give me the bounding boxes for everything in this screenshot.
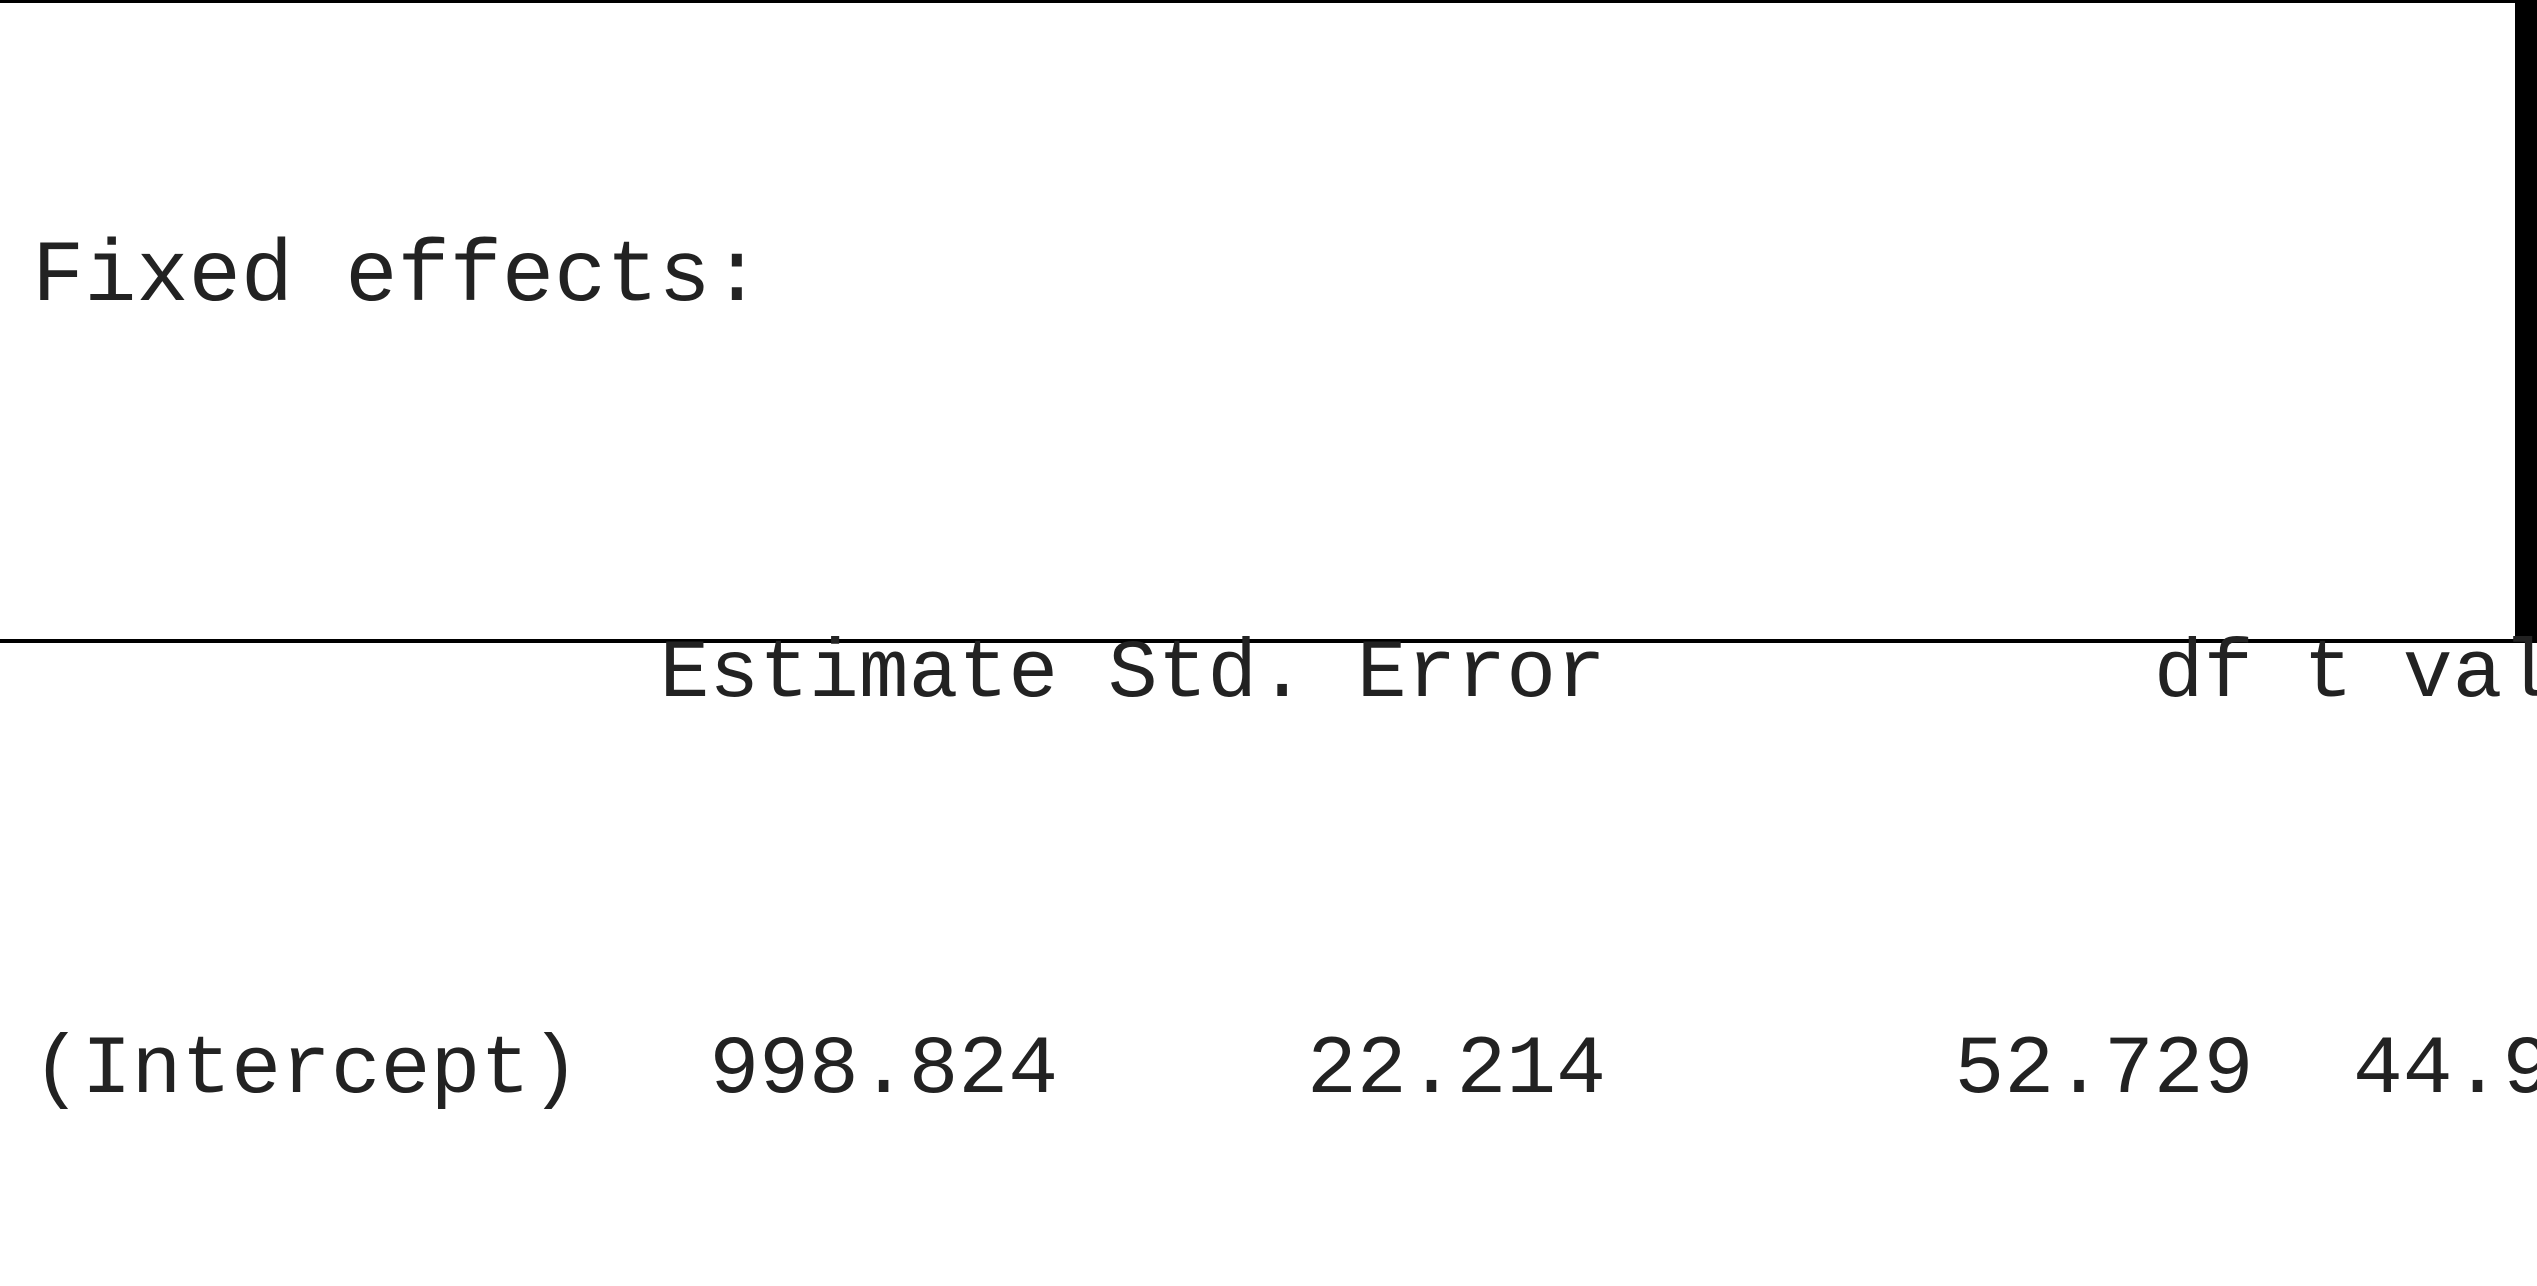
header-estimate: Estimate [659,627,1059,721]
fixed-effects-table: Fixed effects: Estimate Std. Error df t val… [32,31,2537,1286]
header-df: df [2153,627,2254,721]
header-t-value: t value [2303,627,2537,721]
table-title: Fixed effects: [32,229,763,327]
table-row: (Intercept) 998.824 22.214 52.729 44.964 [32,1021,2537,1120]
row-df: 52.729 [1954,1023,2254,1117]
row-t-value: 44.964 [2353,1023,2537,1117]
row-estimate: 998.824 [709,1023,1059,1117]
row-name: (Intercept) [32,1023,580,1117]
header-std-error: Std. Error [1107,627,1606,721]
row-std-error: 22.214 [1307,1023,1606,1117]
table-header-row: Estimate Std. Error df t value [32,625,2537,724]
console-output-panel: Fixed effects: Estimate Std. Error df t val… [0,0,2537,1117]
